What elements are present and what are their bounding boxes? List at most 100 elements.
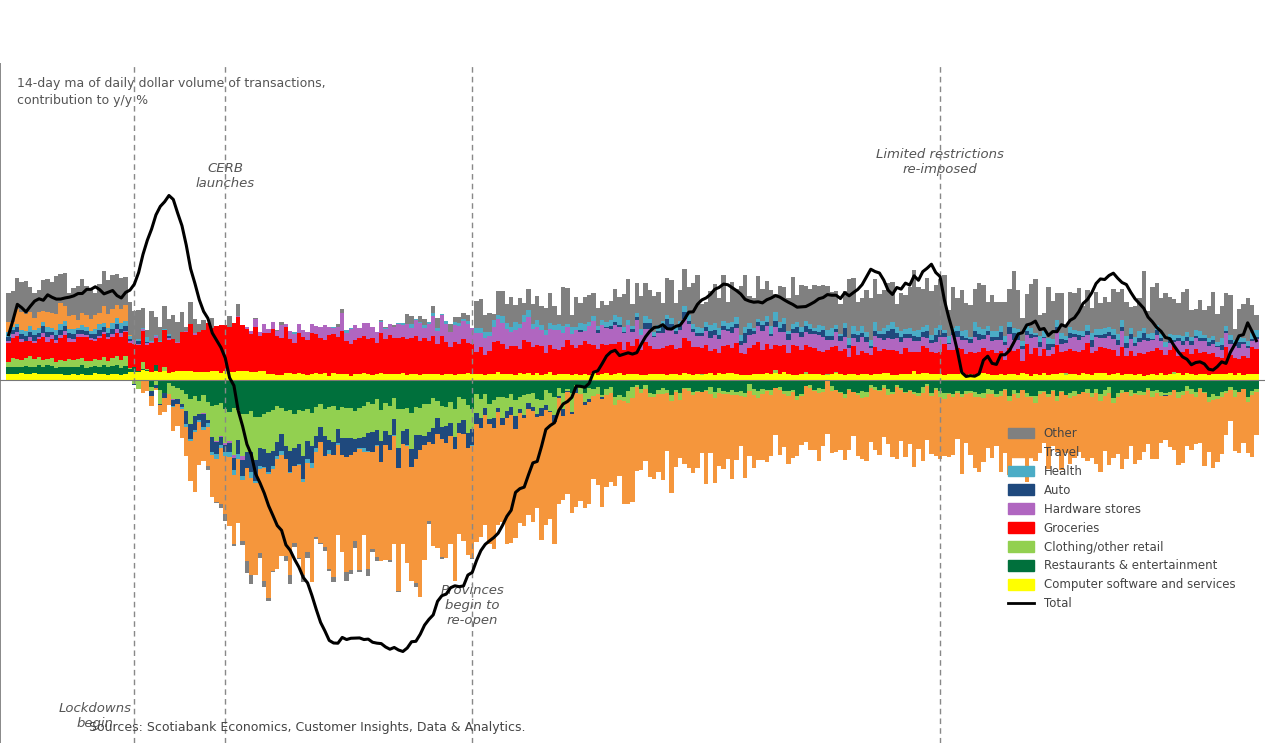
Bar <box>985 326 990 331</box>
Bar <box>162 372 167 380</box>
Bar <box>751 298 756 328</box>
Bar <box>171 339 176 372</box>
Bar <box>739 374 743 380</box>
Bar <box>1059 352 1064 374</box>
Bar <box>748 329 751 334</box>
Bar <box>960 340 964 349</box>
Bar <box>1064 380 1068 395</box>
Bar <box>912 337 916 342</box>
Text: CERB
launches: CERB launches <box>196 162 254 190</box>
Bar <box>292 374 297 380</box>
Bar <box>990 375 994 380</box>
Bar <box>1171 380 1176 390</box>
Bar <box>58 325 63 330</box>
Bar <box>557 350 560 374</box>
Bar <box>505 418 509 544</box>
Bar <box>162 380 167 392</box>
Bar <box>721 330 726 346</box>
Bar <box>1237 348 1241 360</box>
Bar <box>1007 327 1012 334</box>
Bar <box>271 450 275 466</box>
Bar <box>930 343 934 351</box>
Bar <box>951 380 955 394</box>
Bar <box>462 374 466 380</box>
Bar <box>982 398 985 462</box>
Bar <box>219 373 223 380</box>
Bar <box>478 427 483 537</box>
Bar <box>358 438 362 447</box>
Bar <box>608 380 614 387</box>
Bar <box>990 341 994 350</box>
Bar <box>665 380 669 389</box>
Bar <box>1250 305 1254 333</box>
Bar <box>72 288 76 316</box>
Bar <box>669 318 674 324</box>
Bar <box>930 393 934 395</box>
Bar <box>1146 388 1150 390</box>
Bar <box>514 375 517 380</box>
Bar <box>1055 380 1059 396</box>
Bar <box>1150 287 1155 334</box>
Bar <box>89 337 94 340</box>
Bar <box>700 380 705 392</box>
Bar <box>982 335 985 339</box>
Bar <box>596 349 600 374</box>
Bar <box>977 334 982 340</box>
Bar <box>215 441 219 454</box>
Bar <box>149 380 154 386</box>
Bar <box>730 282 734 322</box>
Bar <box>907 287 912 328</box>
Bar <box>1254 340 1259 349</box>
Bar <box>708 380 712 387</box>
Bar <box>848 391 851 450</box>
Bar <box>344 572 349 581</box>
Bar <box>726 374 730 380</box>
Bar <box>517 298 522 324</box>
Bar <box>487 380 492 403</box>
Bar <box>58 338 63 360</box>
Bar <box>167 338 171 340</box>
Bar <box>734 392 739 395</box>
Bar <box>1180 342 1185 345</box>
Bar <box>907 390 912 391</box>
Bar <box>782 287 787 318</box>
Bar <box>817 380 821 388</box>
Bar <box>448 324 453 332</box>
Bar <box>15 332 19 336</box>
Bar <box>864 353 869 374</box>
Bar <box>115 356 119 365</box>
Bar <box>1146 338 1150 341</box>
Bar <box>171 372 176 380</box>
Bar <box>124 331 128 332</box>
Bar <box>648 397 651 478</box>
Bar <box>417 323 423 340</box>
Bar <box>258 469 262 553</box>
Bar <box>1094 389 1098 393</box>
Bar <box>994 302 998 331</box>
Bar <box>557 380 560 388</box>
Bar <box>249 478 253 575</box>
Bar <box>1228 335 1232 340</box>
Bar <box>1037 347 1042 356</box>
Bar <box>587 326 591 344</box>
Bar <box>1211 380 1216 394</box>
Bar <box>916 337 921 340</box>
Bar <box>237 380 240 409</box>
Bar <box>72 316 76 329</box>
Bar <box>1116 380 1120 394</box>
Bar <box>457 423 462 432</box>
Bar <box>531 380 535 393</box>
Bar <box>453 322 457 325</box>
Bar <box>569 375 574 380</box>
Bar <box>440 557 444 559</box>
Bar <box>206 372 210 380</box>
Bar <box>834 346 839 372</box>
Bar <box>830 328 834 336</box>
Bar <box>323 340 328 373</box>
Bar <box>734 324 739 328</box>
Bar <box>192 397 197 415</box>
Bar <box>608 392 614 481</box>
Bar <box>739 345 743 353</box>
Bar <box>505 380 509 398</box>
Bar <box>1003 389 1007 390</box>
